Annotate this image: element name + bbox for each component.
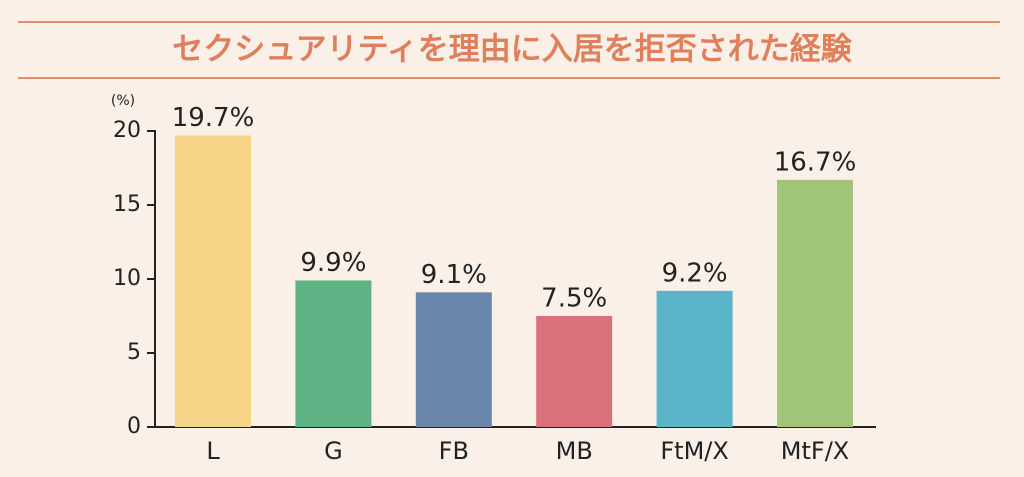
x-tick-label: L: [206, 437, 220, 465]
bar: [415, 292, 492, 427]
x-tick-label: FtM/X: [660, 437, 728, 465]
bar: [536, 316, 613, 427]
bar: [777, 179, 853, 427]
y-tick-label: 20: [113, 118, 141, 143]
chart-title: セクシュアリティを理由に入居を拒否された経験: [172, 32, 853, 68]
value-label: 7.5%: [541, 284, 607, 314]
y-tick-label: 15: [113, 192, 141, 217]
bar: [175, 135, 251, 427]
value-label: 9.1%: [421, 260, 487, 290]
y-tick-label: 0: [127, 414, 141, 439]
value-label: 9.2%: [662, 258, 728, 288]
x-tick-label: MtF/X: [781, 437, 849, 465]
y-tick-label: 10: [113, 266, 141, 291]
bar: [656, 290, 733, 427]
bar: [295, 280, 372, 427]
x-tick-label: G: [324, 437, 343, 465]
x-tick-label: MB: [556, 437, 593, 465]
y-axis-unit: (%): [111, 93, 135, 109]
value-label: 19.7%: [172, 103, 255, 133]
value-label: 16.7%: [774, 147, 857, 177]
value-label: 9.9%: [300, 248, 366, 278]
y-tick-label: 5: [127, 340, 141, 365]
x-tick-label: FB: [439, 437, 469, 465]
